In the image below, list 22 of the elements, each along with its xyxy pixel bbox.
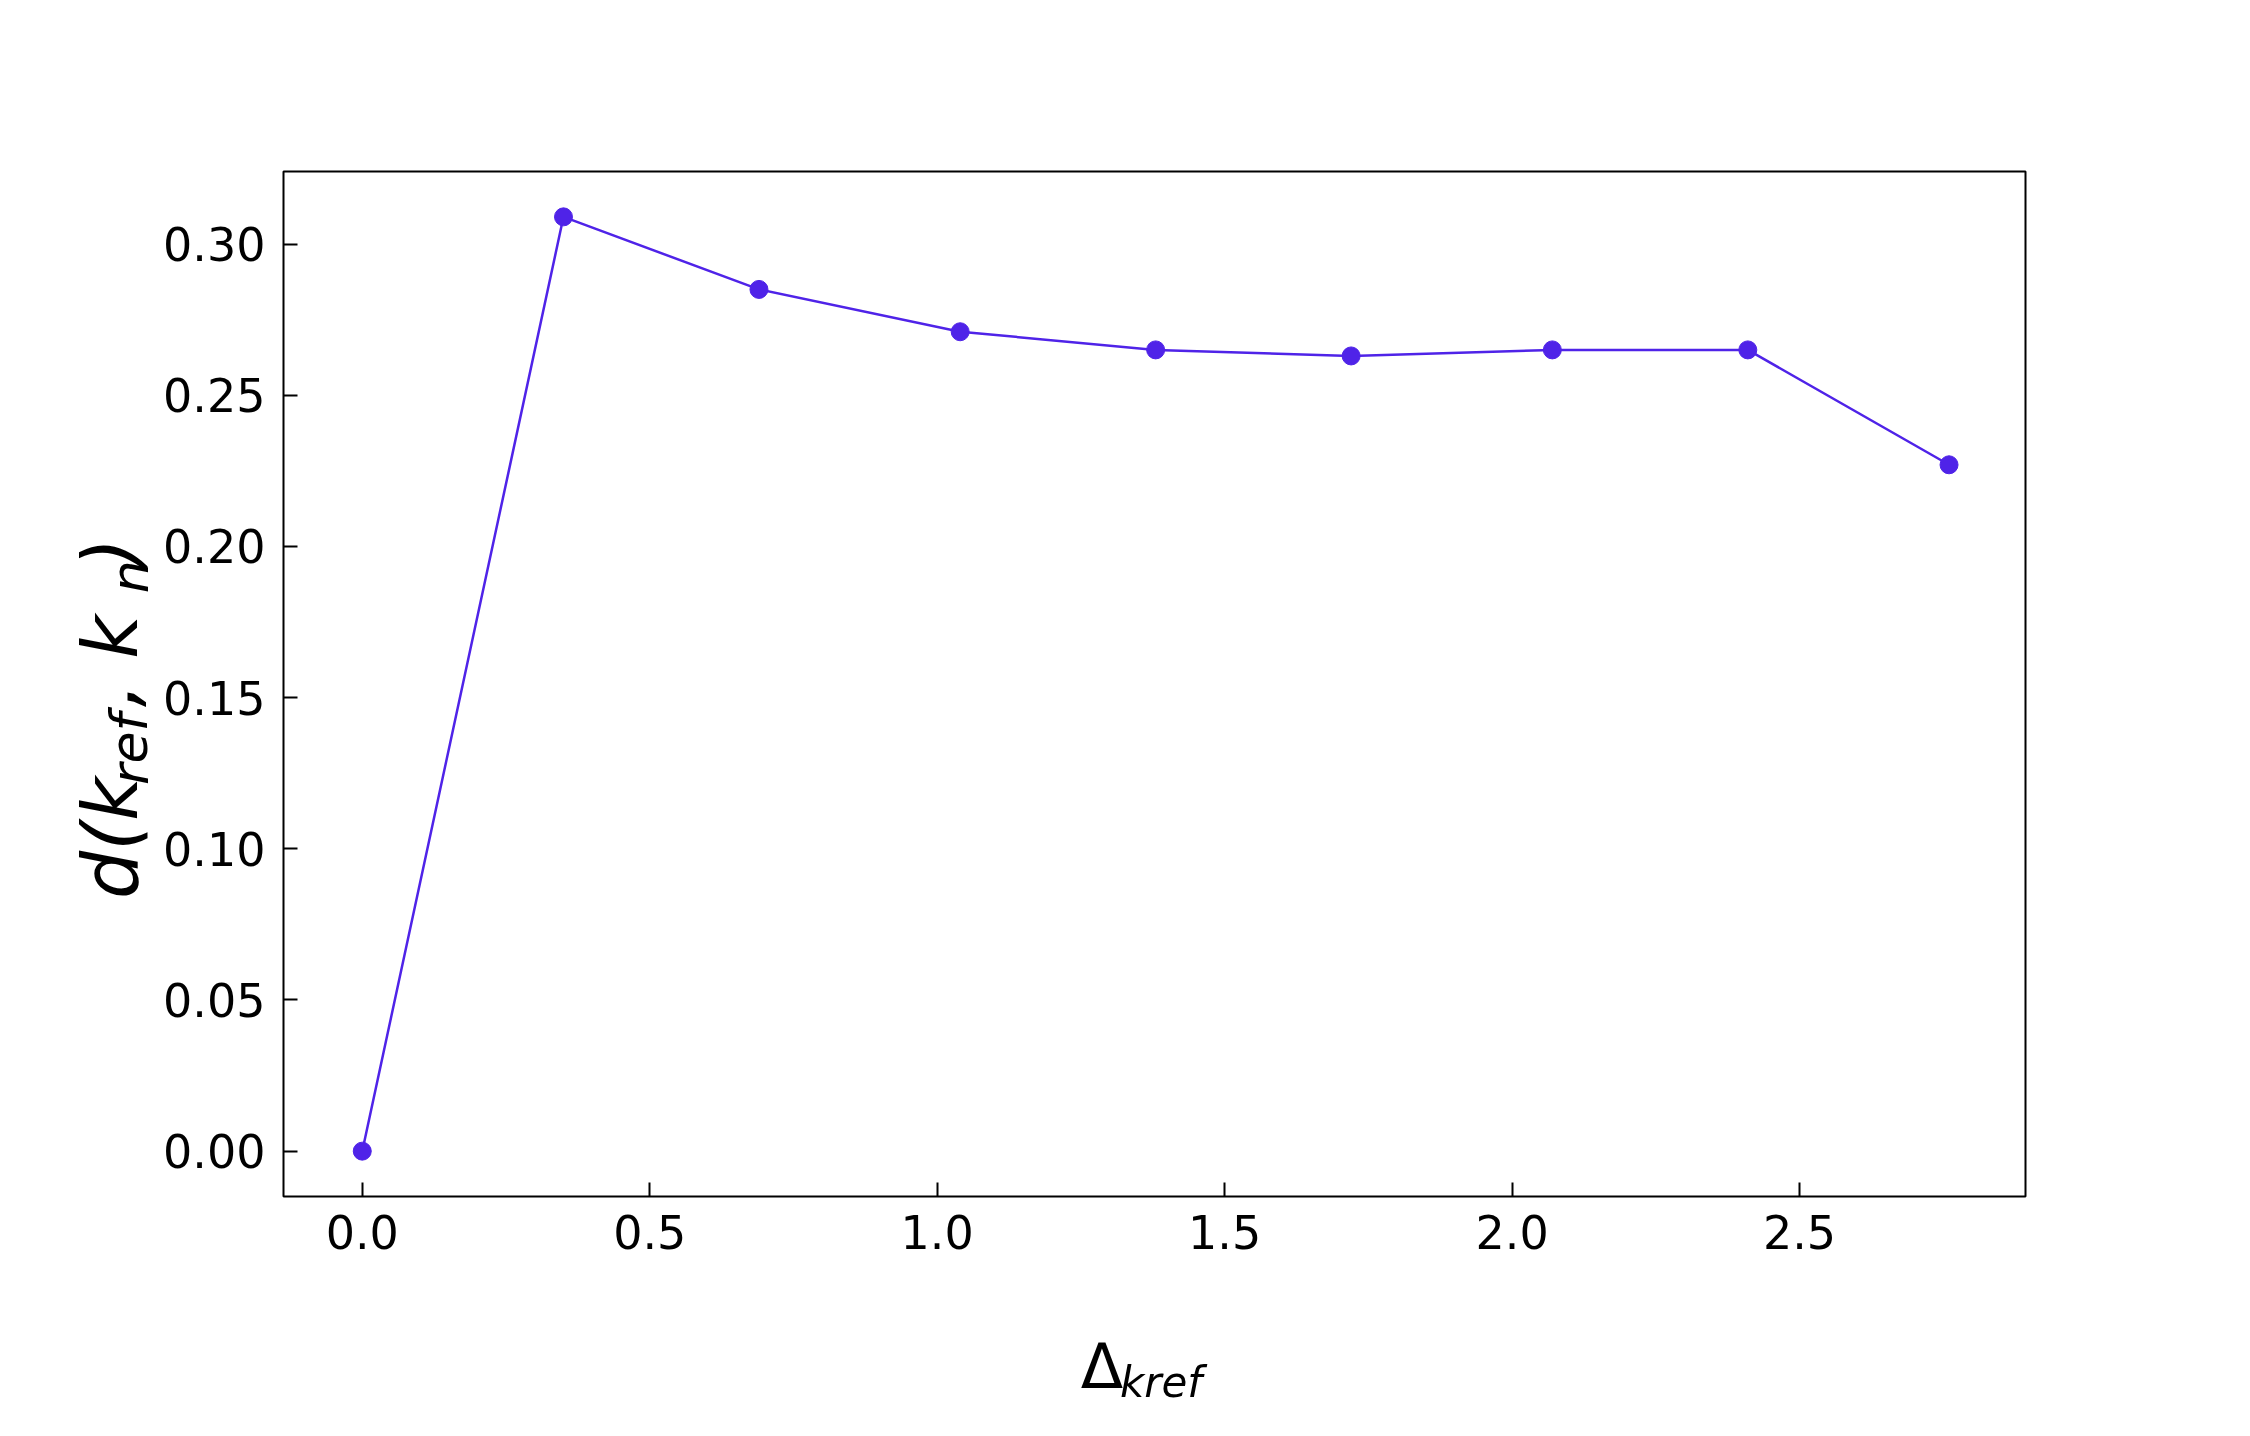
point bbox=[1738, 340, 1758, 360]
y-tick-label: 0.00 bbox=[163, 1125, 266, 1180]
x-tick-label: 1.0 bbox=[900, 1205, 974, 1260]
point bbox=[749, 279, 769, 299]
y-tick-label: 0.30 bbox=[163, 218, 266, 273]
y-tick-label: 0.15 bbox=[163, 671, 266, 726]
point bbox=[352, 1141, 372, 1161]
x-tick-label: 2.5 bbox=[1762, 1205, 1837, 1260]
point bbox=[950, 322, 970, 342]
point bbox=[1542, 340, 1562, 360]
y-tick-label: 0.05 bbox=[163, 973, 266, 1028]
point bbox=[1341, 346, 1361, 366]
x-tick-label: 1.5 bbox=[1188, 1205, 1262, 1260]
point bbox=[1939, 455, 1959, 475]
point bbox=[1146, 340, 1166, 360]
y-tick-label: 0.20 bbox=[163, 520, 266, 575]
y-tick-label: 0.25 bbox=[163, 369, 266, 424]
x-tick-label: 0.0 bbox=[325, 1205, 399, 1260]
y-tick-label: 0.10 bbox=[163, 822, 266, 877]
x-tick-label: 0.5 bbox=[613, 1205, 687, 1260]
x-tick-label: 2.0 bbox=[1475, 1205, 1549, 1260]
point bbox=[553, 207, 573, 227]
